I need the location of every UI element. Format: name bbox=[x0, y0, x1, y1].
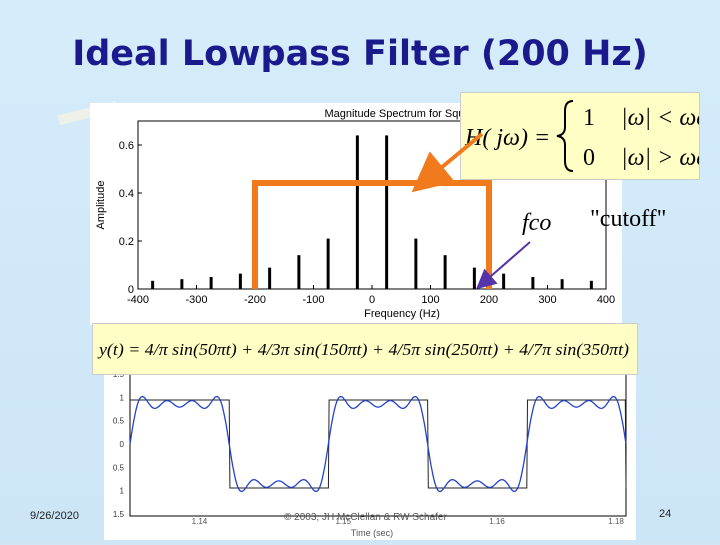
x-tick-label: 0 bbox=[369, 294, 375, 306]
footer-page-number: 24 bbox=[659, 508, 672, 520]
y-tick-label: 0 bbox=[120, 440, 125, 449]
y-tick-label: 0.4 bbox=[119, 188, 134, 200]
x-tick-label: 1.14 bbox=[192, 517, 208, 526]
spectrum-bar bbox=[502, 273, 506, 289]
spectrum-bar bbox=[443, 255, 447, 289]
footer-copyright: © 2003, JH McClellan & RW Schafer bbox=[284, 512, 447, 523]
plot-frame bbox=[129, 359, 627, 517]
x-tick-label: 100 bbox=[421, 294, 439, 306]
chart-title: Magnitude Spectrum for Square Wa bbox=[324, 108, 500, 120]
spectrum-chart: Magnitude Spectrum for Square Wa Frequenc… bbox=[95, 108, 615, 320]
brace bbox=[556, 100, 574, 172]
spectrum-bar bbox=[531, 277, 535, 289]
spectrum-bar bbox=[326, 238, 330, 289]
spectrum-bar bbox=[209, 277, 213, 289]
case1-condition: |ω| < ωco bbox=[621, 105, 699, 131]
cutoff-label: "cutoff" bbox=[590, 206, 667, 232]
spectrum-bar bbox=[151, 280, 155, 289]
transfer-function-equation: H( jω) = 1 |ω| < ωco 0 |ω| > ωco bbox=[464, 100, 719, 172]
spectrum-bar bbox=[180, 279, 184, 289]
x-axis-label: Time (sec) bbox=[351, 528, 393, 538]
spectrum-bar bbox=[238, 273, 242, 289]
square-wave-line bbox=[130, 399, 627, 489]
y-tick-label: 0 bbox=[128, 284, 134, 296]
fourier-series-text: y(t) = 4/π sin(50πt) + 4/3π sin(150πt) +… bbox=[97, 340, 629, 359]
y-tick-label: 0.5 bbox=[113, 463, 125, 472]
y-tick-label: 1 bbox=[120, 393, 125, 402]
spectrum-bar bbox=[589, 280, 593, 289]
slide-title: Ideal Lowpass Filter (200 Hz) bbox=[72, 34, 648, 74]
footer-date: 9/26/2020 bbox=[30, 510, 79, 522]
x-tick-label: -300 bbox=[185, 294, 207, 306]
x-axis-label: Frequency (Hz) bbox=[364, 308, 440, 320]
y-tick-label: 0.5 bbox=[113, 417, 125, 426]
spectrum-bar bbox=[385, 135, 389, 289]
y-tick-label: 0.6 bbox=[119, 140, 134, 152]
x-tick-label: 400 bbox=[597, 294, 615, 306]
y-tick-label: 1.5 bbox=[113, 510, 125, 519]
x-tick-label: 1.18 bbox=[608, 517, 624, 526]
spectrum-bar bbox=[414, 238, 418, 289]
fco-label: fco bbox=[522, 210, 552, 236]
h-lhs: H( jω) = bbox=[464, 125, 550, 151]
y-tick-label: 1 bbox=[120, 487, 125, 496]
x-tick-label: 1.16 bbox=[489, 517, 505, 526]
spectrum-bar bbox=[355, 135, 359, 289]
x-tick-label: -100 bbox=[302, 294, 324, 306]
fourier-series-equation: y(t) = 4/π sin(50πt) + 4/3π sin(150πt) +… bbox=[97, 340, 629, 359]
spectrum-bar bbox=[268, 267, 272, 289]
filter-passband-outline bbox=[252, 180, 492, 289]
x-tick-label: -200 bbox=[244, 294, 266, 306]
case1-value: 1 bbox=[583, 105, 595, 131]
y-tick-label: 0.2 bbox=[119, 236, 134, 248]
transfer-function-box: H( jω) = 1 |ω| < ωco 0 |ω| > ωco bbox=[460, 92, 719, 180]
y-axis-label: Amplitude bbox=[95, 181, 107, 230]
x-tick-label: 200 bbox=[480, 294, 498, 306]
x-tick-label: -400 bbox=[127, 294, 149, 306]
fourier-series-box: y(t) = 4/π sin(50πt) + 4/3π sin(150πt) +… bbox=[92, 323, 638, 375]
x-tick-label: 300 bbox=[538, 294, 556, 306]
filtered-wave-line bbox=[129, 396, 627, 492]
spectrum-bar bbox=[560, 279, 564, 289]
spectrum-bar bbox=[297, 255, 301, 289]
case2-condition: |ω| > ωco bbox=[621, 145, 699, 171]
x-tick-label: 1.15 bbox=[335, 517, 351, 526]
case2-value: 0 bbox=[583, 145, 595, 171]
spectrum-bar bbox=[472, 267, 476, 289]
